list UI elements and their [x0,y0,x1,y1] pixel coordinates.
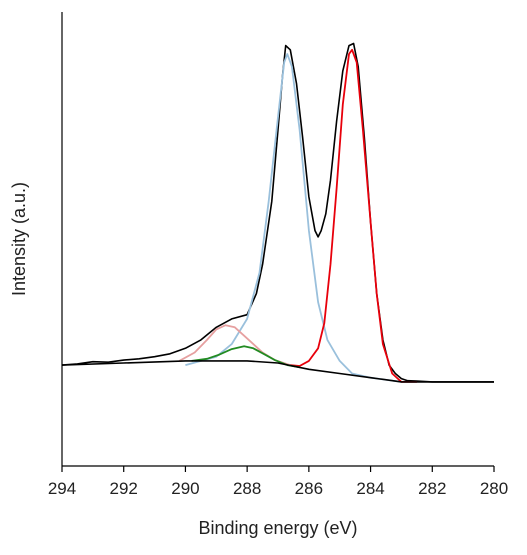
x-tick-label: 288 [233,479,261,498]
x-tick-layer: 294 292 290 288 286 284 282 280 [48,466,508,498]
series-line-0 [61,42,494,383]
series-line-1 [185,53,402,383]
series-line-2 [290,48,417,383]
x-tick-label: 282 [418,479,446,498]
x-axis-title: Binding energy (eV) [198,518,357,538]
series-line-4 [191,345,300,369]
x-tick-label: 294 [48,479,76,498]
x-tick-label: 286 [295,479,323,498]
x-tick-label: 292 [110,479,138,498]
series-line-5 [61,360,494,383]
x-tick-label: 284 [356,479,384,498]
x-tick-label: 280 [480,479,508,498]
y-axis-title: Intensity (a.u.) [9,182,29,296]
series-layer [61,42,494,383]
x-tick-label: 290 [171,479,199,498]
